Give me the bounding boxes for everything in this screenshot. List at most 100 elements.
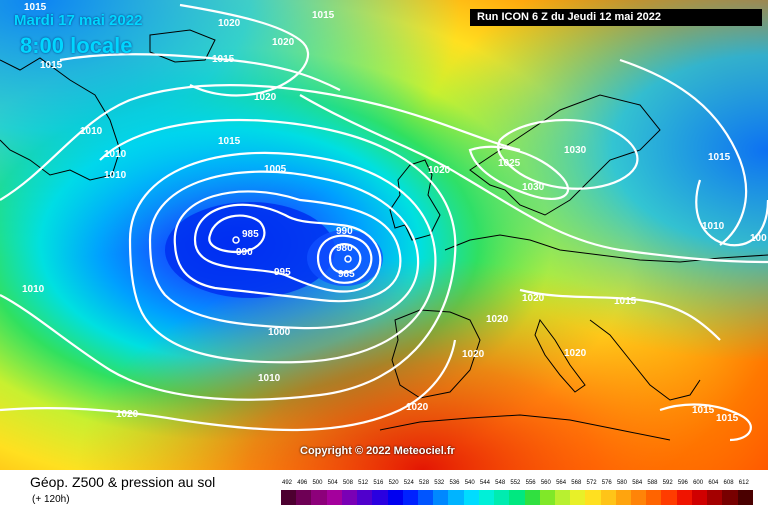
isobar-label-1030-n: 1030 bbox=[564, 145, 587, 156]
legend-label-508: 508 bbox=[342, 480, 353, 486]
legend-swatch-600 bbox=[691, 490, 708, 505]
isobar-1020-ridge bbox=[299, 94, 768, 264]
weather-map: 1015 1015 1020 1020 1015 1015 1020 1015 … bbox=[0, 0, 768, 470]
isobar-label-1010-w3: 1010 bbox=[104, 170, 127, 181]
legend-label-552: 552 bbox=[510, 480, 521, 486]
legend-label-532: 532 bbox=[434, 480, 445, 486]
isobar-980 bbox=[328, 243, 362, 274]
legend-swatches bbox=[281, 490, 753, 505]
model-run-info: Run ICON 6 Z du Jeudi 12 mai 2022 bbox=[470, 9, 762, 26]
legend-label-492: 492 bbox=[282, 480, 293, 486]
isobar-label-980: 980 bbox=[336, 243, 353, 254]
legend-label-544: 544 bbox=[479, 480, 490, 486]
legend-swatch-536 bbox=[448, 490, 464, 505]
forecast-time: 8:00 locale bbox=[20, 33, 133, 58]
legend-swatch-504 bbox=[326, 490, 342, 505]
isobar-label-1005: 1005 bbox=[264, 164, 287, 175]
legend-label-500: 500 bbox=[312, 480, 323, 486]
north-africa-coast bbox=[379, 414, 671, 441]
isobar-label-1020-c1: 1020 bbox=[522, 293, 545, 304]
isobar-label-1000: 1000 bbox=[268, 327, 291, 338]
isobar-1010 bbox=[0, 118, 457, 401]
legend-swatch-572 bbox=[585, 490, 601, 505]
isobar-label-100-e: 100 bbox=[750, 233, 767, 244]
legend-label-592: 592 bbox=[662, 480, 673, 486]
legend-swatch-596 bbox=[676, 490, 692, 505]
legend-swatch-592 bbox=[661, 490, 677, 505]
isobar-985-east bbox=[316, 234, 373, 284]
greenland-coast bbox=[0, 57, 121, 181]
isobar-label-1010-w2: 1010 bbox=[104, 149, 127, 160]
legend-label-588: 588 bbox=[647, 480, 658, 486]
legend-swatch-576 bbox=[600, 490, 616, 505]
legend-swatch-604 bbox=[707, 490, 723, 505]
legend-label-516: 516 bbox=[373, 480, 384, 486]
legend-swatch-568 bbox=[570, 490, 586, 505]
isobar-label-1020-c2: 1020 bbox=[486, 314, 509, 325]
legend-swatch-544 bbox=[478, 490, 495, 505]
legend-swatch-588 bbox=[646, 490, 662, 505]
isobar-label-1010-sw: 1010 bbox=[22, 284, 45, 295]
legend-swatch-528 bbox=[417, 490, 434, 505]
legend-label-568: 568 bbox=[571, 480, 582, 486]
legend-swatch-552 bbox=[509, 490, 525, 505]
isobar-label-1015-ne: 1015 bbox=[708, 152, 731, 163]
isobar-label-1010-s: 1010 bbox=[258, 373, 281, 384]
legend-swatch-556 bbox=[524, 490, 540, 505]
isobar-1000 bbox=[148, 170, 420, 330]
isobar-1015-arc bbox=[59, 53, 341, 91]
iberia-coast bbox=[391, 309, 481, 399]
isobar-label-985-e: 985 bbox=[338, 269, 355, 280]
legend-swatch-548 bbox=[494, 490, 510, 505]
legend-swatch-512 bbox=[357, 490, 373, 505]
isobar-label-1020-uk: 1020 bbox=[428, 165, 451, 176]
italy-coast bbox=[534, 318, 586, 393]
isobar-label-1015-nw: 1015 bbox=[24, 2, 47, 13]
isobar-1020-south bbox=[0, 339, 457, 432]
isobar-label-990-w: 990 bbox=[236, 247, 253, 258]
isobar-label-1015-w: 1015 bbox=[40, 60, 63, 71]
legend-label-596: 596 bbox=[677, 480, 688, 486]
legend-label-560: 560 bbox=[540, 480, 551, 486]
legend-label-520: 520 bbox=[388, 480, 399, 486]
isobars bbox=[0, 3, 768, 442]
isobar-label-1015-n: 1015 bbox=[312, 10, 335, 21]
isobar-985-west bbox=[208, 214, 266, 254]
scandinavia-coast bbox=[469, 94, 661, 216]
legend-label-524: 524 bbox=[403, 480, 414, 486]
legend-swatch-516 bbox=[372, 490, 388, 505]
isobar-label-1020-med: 1020 bbox=[406, 402, 429, 413]
legend-swatch-500 bbox=[311, 490, 327, 505]
legend-label-608: 608 bbox=[723, 480, 734, 486]
copyright-notice: Copyright © 2022 Meteociel.fr bbox=[300, 445, 455, 457]
isobar-label-1020-n2: 1020 bbox=[272, 37, 295, 48]
isobar-1025 bbox=[468, 145, 570, 200]
legend-swatch-564 bbox=[554, 490, 571, 505]
isobar-1030 bbox=[497, 118, 639, 190]
isobar-label-1020-sw: 1020 bbox=[116, 409, 139, 420]
legend-swatch-496 bbox=[296, 490, 312, 505]
isobar-1010-east bbox=[695, 179, 768, 247]
warm-pool-south bbox=[0, 0, 768, 470]
legend-label-600: 600 bbox=[693, 480, 704, 486]
legend-label-576: 576 bbox=[601, 480, 612, 486]
isobar-1015-se bbox=[659, 403, 752, 442]
legend-label-496: 496 bbox=[297, 480, 308, 486]
isobar-label-1015-se2: 1015 bbox=[716, 413, 739, 424]
isobar-1015-north bbox=[0, 84, 521, 201]
legend-label-556: 556 bbox=[525, 480, 536, 486]
isobar-995 bbox=[173, 190, 402, 303]
coastlines bbox=[0, 29, 768, 441]
map-title: Géop. Z500 & pression au sol bbox=[30, 474, 216, 490]
legend-swatch-612 bbox=[737, 490, 753, 505]
legend-swatch-532 bbox=[433, 490, 449, 505]
isobar-labels: 1015 1015 1020 1020 1015 1015 1020 1015 … bbox=[22, 2, 767, 424]
isobar-label-1010-w1: 1010 bbox=[80, 126, 103, 137]
isobar-1020-north bbox=[179, 3, 310, 97]
legend-label-540: 540 bbox=[464, 480, 475, 486]
isobar-label-1015-se1: 1015 bbox=[692, 405, 715, 416]
isobar-label-1025: 1025 bbox=[498, 158, 521, 169]
legend-swatch-580 bbox=[615, 490, 632, 505]
legend-label-584: 584 bbox=[632, 480, 643, 486]
legend-swatch-584 bbox=[631, 490, 647, 505]
